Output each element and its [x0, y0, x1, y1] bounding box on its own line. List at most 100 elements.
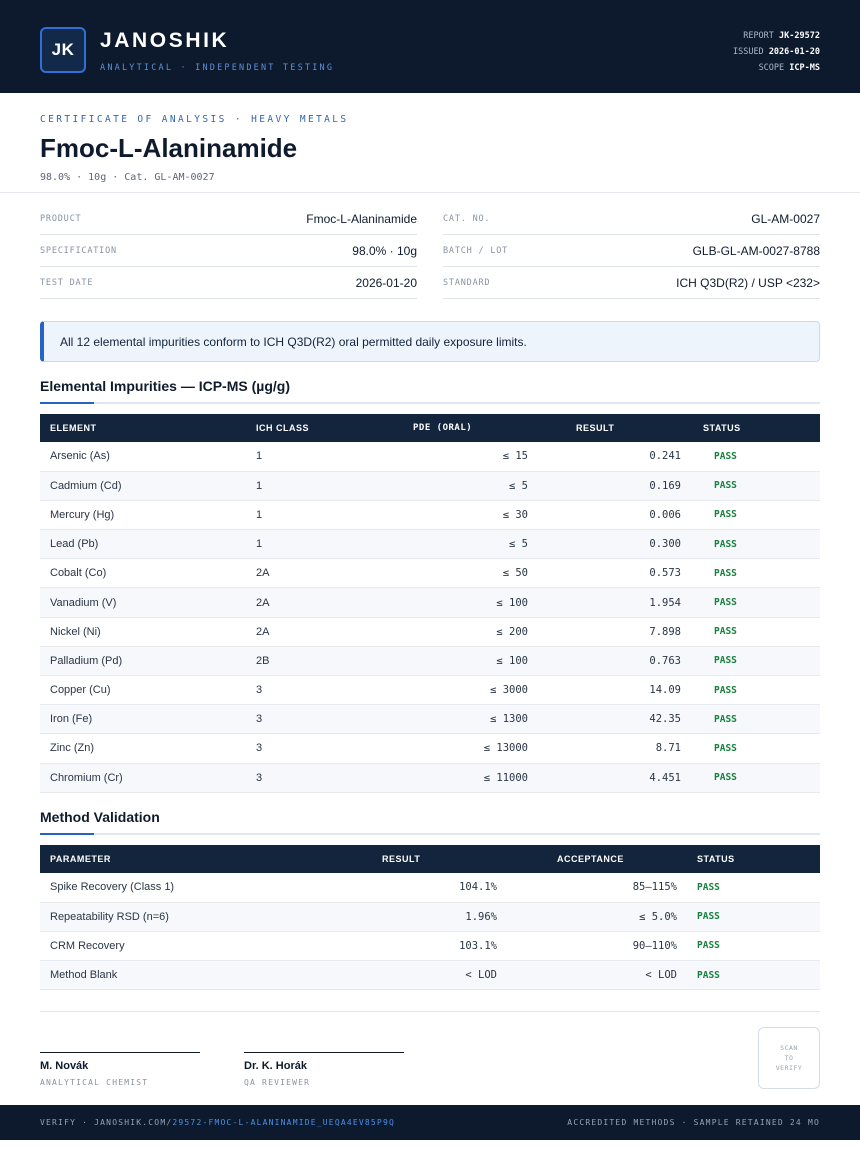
impurities-table: ELEMENT ICH CLASS PDE (ORAL) RESULT STAT… — [40, 414, 820, 793]
info-row-product: PRODUCT Fmoc-L-Alaninamide — [40, 203, 417, 235]
cell-element: Vanadium (V) — [40, 587, 246, 618]
cell-status: PASS — [693, 558, 820, 589]
cell-result: 1.954 — [566, 587, 693, 618]
cell-result: 0.763 — [566, 646, 693, 677]
cell-status: PASS — [687, 960, 820, 991]
table-row: Arsenic (As) 1 ≤ 15 0.241 PASS — [40, 442, 820, 472]
cell-result: 0.241 — [566, 442, 693, 472]
cell-ich-class: 2A — [246, 558, 403, 589]
table-row: Palladium (Pd) 2B ≤ 100 0.763 PASS — [40, 646, 820, 677]
signature-block: M. Novák ANALYTICAL CHEMIST — [40, 1052, 200, 1087]
cell-result: < LOD — [302, 960, 507, 991]
cell-ich-class: 1 — [246, 529, 403, 560]
info-value: GL-AM-0027 — [751, 211, 820, 226]
report-label: REPORT — [743, 31, 774, 41]
table-header-row: PARAMETER RESULT ACCEPTANCE STATUS — [40, 845, 820, 873]
report-meta: REPORT JK-29572 ISSUED 2026-01-20 SCOPE … — [733, 28, 820, 76]
info-value: GLB-GL-AM-0027-8788 — [692, 243, 820, 258]
product-subline: 98.0% · 10g · Cat. GL-AM-0027 — [40, 172, 215, 183]
report-footer: VERIFY · JANOSHIK.COM/29572-FMOC-L-ALANI… — [0, 1105, 860, 1140]
verify-prefix: VERIFY · JANOSHIK.COM/ — [40, 1118, 173, 1127]
table-row: CRM Recovery 103.1% 90–110% PASS — [40, 931, 820, 962]
signature-block: Dr. K. Horák QA REVIEWER — [244, 1052, 404, 1087]
cell-pde: ≤ 30 — [403, 500, 566, 531]
signatory-role: QA REVIEWER — [244, 1078, 311, 1087]
cell-pde: ≤ 1300 — [403, 704, 566, 735]
cell-element: Palladium (Pd) — [40, 646, 246, 677]
cell-result: 0.573 — [566, 558, 693, 589]
cell-pde: ≤ 5 — [403, 471, 566, 501]
document-type: CERTIFICATE OF ANALYSIS · HEAVY METALS — [40, 114, 349, 125]
cell-pde: ≤ 5 — [403, 529, 566, 560]
col-header-acceptance: ACCEPTANCE — [507, 845, 687, 873]
cell-status: PASS — [687, 873, 820, 903]
verify-qr-placeholder[interactable]: SCAN TO VERIFY — [758, 1027, 820, 1089]
cell-pde: ≤ 13000 — [403, 733, 566, 764]
info-column-right: CAT. NO. GL-AM-0027 BATCH / LOT GLB-GL-A… — [443, 203, 820, 299]
signature-line — [40, 1052, 200, 1053]
scope-label: SCOPE — [758, 63, 785, 73]
cell-result: 0.169 — [566, 471, 693, 501]
table-row: Mercury (Hg) 1 ≤ 30 0.006 PASS — [40, 500, 820, 531]
verify-line: VERIFY · JANOSHIK.COM/29572-FMOC-L-ALANI… — [40, 1118, 395, 1127]
footer-note: ACCREDITED METHODS · SAMPLE RETAINED 24 … — [567, 1118, 820, 1127]
col-header-element: ELEMENT — [40, 414, 246, 442]
col-header-result: RESULT — [566, 414, 693, 442]
signatory-name: M. Novák — [40, 1060, 89, 1072]
info-row-cat-no: CAT. NO. GL-AM-0027 — [443, 203, 820, 235]
scope-value: ICP-MS — [789, 63, 820, 73]
cell-result: 0.300 — [566, 529, 693, 560]
cell-ich-class: 3 — [246, 675, 403, 706]
col-header-status: STATUS — [687, 845, 820, 873]
report-header: JK JANOSHIK ANALYTICAL · INDEPENDENT TES… — [0, 0, 860, 93]
cell-pde: ≤ 50 — [403, 558, 566, 589]
cell-result: 103.1% — [302, 931, 507, 962]
table-row: Lead (Pb) 1 ≤ 5 0.300 PASS — [40, 529, 820, 560]
info-label: TEST DATE — [40, 277, 94, 288]
cell-status: PASS — [687, 902, 820, 932]
cell-element: Mercury (Hg) — [40, 500, 246, 531]
cell-status: PASS — [693, 471, 820, 501]
brand-logo: JK — [40, 27, 86, 73]
info-row-batch: BATCH / LOT GLB-GL-AM-0027-8788 — [443, 235, 820, 267]
table-row: Vanadium (V) 2A ≤ 100 1.954 PASS — [40, 587, 820, 618]
cell-ich-class: 2B — [246, 646, 403, 677]
issued-date: 2026-01-20 — [768, 47, 820, 57]
cell-acceptance: 85–115% — [507, 873, 687, 903]
cell-pde: ≤ 200 — [403, 617, 566, 647]
cell-result: 104.1% — [302, 873, 507, 903]
cell-result: 0.006 — [566, 500, 693, 531]
cell-element: Lead (Pb) — [40, 529, 246, 560]
cell-acceptance: ≤ 5.0% — [507, 902, 687, 932]
cell-result: 42.35 — [566, 704, 693, 735]
cell-status: PASS — [693, 646, 820, 677]
table-row: Iron (Fe) 3 ≤ 1300 42.35 PASS — [40, 704, 820, 735]
cell-pde: ≤ 100 — [403, 646, 566, 677]
info-label: STANDARD — [443, 277, 491, 288]
col-header-parameter: PARAMETER — [40, 845, 302, 873]
cell-acceptance: 90–110% — [507, 931, 687, 962]
cell-element: Copper (Cu) — [40, 675, 246, 706]
cell-ich-class: 3 — [246, 733, 403, 764]
info-label: PRODUCT — [40, 213, 82, 224]
col-header-result: RESULT — [302, 845, 507, 873]
verify-link[interactable]: 29572-FMOC-L-ALANINAMIDE_UEQA4EV85P9Q — [172, 1118, 395, 1127]
cell-status: PASS — [693, 587, 820, 618]
table-row: Zinc (Zn) 3 ≤ 13000 8.71 PASS — [40, 733, 820, 764]
cell-pde: ≤ 100 — [403, 587, 566, 618]
section-rule — [40, 402, 820, 404]
cell-status: PASS — [693, 675, 820, 706]
table-row: Cadmium (Cd) 1 ≤ 5 0.169 PASS — [40, 471, 820, 501]
cell-ich-class: 1 — [246, 442, 403, 472]
table-row: Repeatability RSD (n=6) 1.96% ≤ 5.0% PASS — [40, 902, 820, 932]
info-row-test-date: TEST DATE 2026-01-20 — [40, 267, 417, 299]
cell-pde: ≤ 11000 — [403, 763, 566, 793]
issued-label: ISSUED — [732, 47, 764, 57]
cell-ich-class: 2A — [246, 587, 403, 618]
cell-result: 8.71 — [566, 733, 693, 764]
cell-status: PASS — [693, 500, 820, 531]
brand-name: JANOSHIK — [100, 29, 230, 52]
info-column-left: PRODUCT Fmoc-L-Alaninamide SPECIFICATION… — [40, 203, 417, 299]
cell-element: Cobalt (Co) — [40, 558, 246, 589]
cell-ich-class: 1 — [246, 500, 403, 531]
